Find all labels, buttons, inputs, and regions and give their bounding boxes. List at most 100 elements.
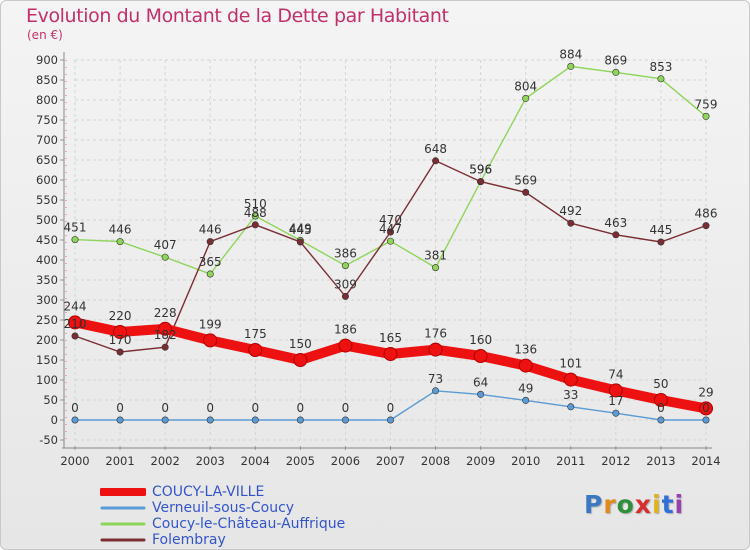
data-point-coucy-le-chateau-auffrique	[341, 262, 349, 270]
y-tick-label: 850	[36, 73, 58, 87]
y-tick-label: 550	[36, 193, 58, 207]
y-tick-label: 500	[36, 213, 58, 227]
data-label-coucy-la-ville: 175	[244, 327, 267, 341]
data-point-folembray	[522, 188, 530, 196]
data-point-coucy-la-ville	[248, 343, 263, 357]
y-tick-label: 0	[51, 413, 58, 427]
data-label-folembray: 210	[64, 317, 87, 331]
data-label-verneuil-sous-coucy: 64	[473, 375, 488, 389]
data-label-verneuil-sous-coucy: 0	[251, 401, 259, 415]
legend-item-coucy-le-chateau[interactable]: Coucy-le-Château-Auffrique	[100, 516, 345, 532]
data-point-verneuil-sous-coucy	[116, 416, 124, 424]
data-point-coucy-la-ville	[203, 333, 218, 348]
data-label-verneuil-sous-coucy: 0	[657, 401, 665, 415]
data-label-verneuil-sous-coucy: 0	[702, 401, 710, 415]
y-tick-label: 100	[36, 373, 58, 387]
data-label-coucy-la-ville: 136	[514, 343, 537, 357]
data-label-coucy-le-chateau-auffrique: 596	[469, 163, 492, 177]
data-point-coucy-la-ville	[293, 353, 308, 367]
x-tick-label: 2004	[241, 454, 270, 468]
y-tick-label: 600	[36, 173, 58, 187]
y-tick-label: 50	[43, 393, 58, 407]
data-label-folembray: 463	[604, 216, 627, 230]
legend-item-folembray[interactable]: Folembray	[100, 532, 345, 548]
data-label-verneuil-sous-coucy: 17	[608, 394, 623, 408]
data-point-folembray	[477, 178, 485, 186]
data-label-folembray: 648	[424, 142, 447, 156]
legend-item-verneuil-sous-coucy[interactable]: Verneuil-sous-Coucy	[100, 500, 345, 516]
data-point-folembray	[341, 292, 349, 300]
x-tick-label: 2014	[691, 454, 720, 468]
data-point-coucy-le-chateau-auffrique	[251, 212, 259, 220]
x-tick-label: 2011	[556, 454, 585, 468]
data-point-folembray	[612, 231, 620, 239]
legend-label: Verneuil-sous-Coucy	[152, 500, 295, 516]
data-label-verneuil-sous-coucy: 49	[518, 381, 533, 395]
x-tick-label: 2007	[376, 454, 405, 468]
data-label-coucy-le-chateau-auffrique: 804	[514, 79, 537, 93]
legend-item-coucy-la-ville[interactable]: COUCY-LA-VILLE	[100, 484, 345, 500]
data-label-verneuil-sous-coucy: 0	[206, 401, 214, 415]
data-point-folembray	[657, 238, 665, 246]
logo-letter: i	[674, 490, 685, 519]
data-label-folembray: 309	[334, 277, 357, 291]
data-label-verneuil-sous-coucy: 0	[71, 401, 79, 415]
data-point-verneuil-sous-coucy	[341, 416, 349, 424]
data-label-coucy-le-chateau-auffrique: 451	[64, 221, 87, 235]
data-label-coucy-le-chateau-auffrique: 447	[379, 222, 402, 236]
x-tick-label: 2010	[511, 454, 540, 468]
data-label-coucy-la-ville: 199	[199, 317, 222, 331]
y-tick-label: 250	[36, 313, 58, 327]
y-tick-label: 700	[36, 133, 58, 147]
legend-swatch-coucy-le-chateau	[100, 522, 146, 526]
data-label-coucy-le-chateau-auffrique: 365	[199, 255, 222, 269]
data-label-verneuil-sous-coucy: 0	[387, 401, 395, 415]
chart-subtitle: (en €)	[27, 28, 63, 42]
y-tick-label: 200	[36, 333, 58, 347]
data-point-verneuil-sous-coucy	[432, 387, 440, 395]
data-point-coucy-le-chateau-auffrique	[161, 253, 169, 261]
data-point-folembray	[206, 238, 214, 246]
data-point-verneuil-sous-coucy	[702, 416, 710, 424]
data-point-verneuil-sous-coucy	[206, 416, 214, 424]
data-label-coucy-la-ville: 74	[608, 367, 623, 381]
data-point-coucy-la-ville	[68, 315, 82, 330]
logo-letter: i	[652, 490, 662, 519]
y-tick-label: 400	[36, 253, 58, 267]
data-label-coucy-le-chateau-auffrique: 381	[424, 249, 447, 263]
y-tick-label: 800	[36, 93, 58, 107]
logo-letter: t	[661, 490, 675, 519]
x-tick-label: 2008	[421, 454, 450, 468]
series-line-folembray	[74, 159, 707, 353]
data-point-folembray	[386, 228, 394, 236]
y-tick-label: -50	[39, 433, 58, 447]
data-label-coucy-le-chateau-auffrique: 449	[289, 221, 312, 235]
data-point-verneuil-sous-coucy	[251, 416, 259, 424]
data-point-coucy-le-chateau-auffrique	[206, 270, 214, 278]
data-point-coucy-la-ville	[518, 358, 533, 373]
data-point-folembray	[296, 238, 304, 246]
y-tick-label: 450	[36, 233, 58, 247]
data-label-coucy-la-ville: 29	[698, 385, 713, 399]
data-point-coucy-le-chateau-auffrique	[612, 68, 620, 76]
data-point-coucy-le-chateau-auffrique	[702, 112, 710, 120]
data-point-coucy-la-ville	[428, 342, 443, 357]
logo-letter: x	[634, 490, 652, 519]
data-point-coucy-la-ville	[699, 401, 713, 416]
x-tick-label: 2002	[151, 454, 180, 468]
legend-swatch-verneuil	[100, 506, 146, 510]
y-tick-label: 900	[36, 53, 58, 67]
data-label-folembray: 569	[514, 173, 537, 187]
x-tick-label: 2001	[105, 454, 134, 468]
x-tick-label: 2009	[466, 454, 495, 468]
data-label-folembray: 445	[649, 223, 672, 237]
data-point-verneuil-sous-coucy	[477, 390, 485, 398]
data-point-coucy-le-chateau-auffrique	[522, 94, 530, 102]
x-tick-label: 2012	[601, 454, 630, 468]
y-tick-label: 650	[36, 153, 58, 167]
data-point-coucy-la-ville	[563, 372, 578, 387]
data-point-coucy-le-chateau-auffrique	[657, 75, 665, 83]
data-point-coucy-le-chateau-auffrique	[432, 264, 440, 272]
